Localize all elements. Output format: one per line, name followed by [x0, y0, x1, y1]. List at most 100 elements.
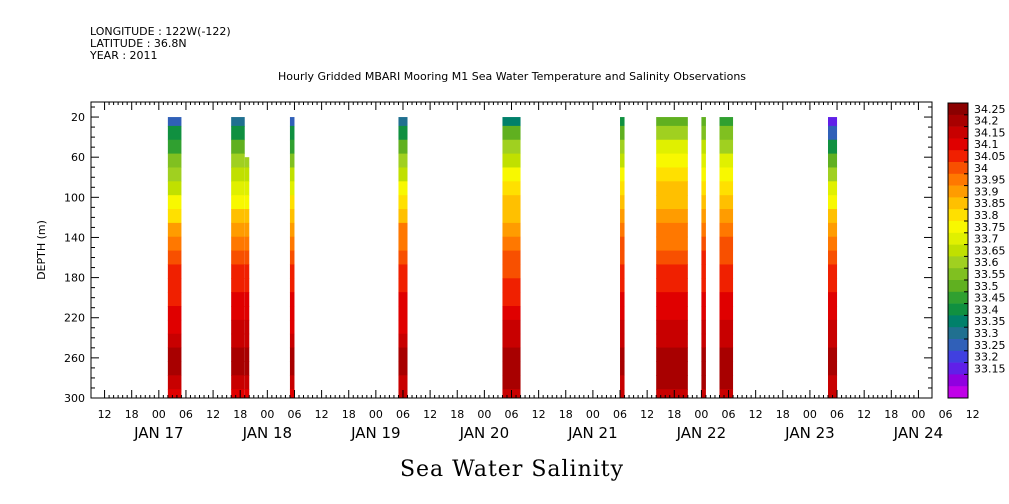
salinity-cell: [502, 347, 521, 362]
salinity-cell: [701, 125, 706, 141]
colorbar-swatch: [948, 126, 968, 139]
salinity-cell: [502, 375, 521, 390]
salinity-column: [656, 117, 688, 398]
x-tick-label: 18: [342, 408, 356, 421]
x-tick-label: 18: [559, 408, 573, 421]
salinity-cell: [231, 333, 245, 349]
latitude-label: LATITUDE : 36.8N: [90, 37, 187, 50]
x-tick-label: 12: [423, 408, 437, 421]
day-label: JAN 20: [459, 424, 510, 442]
salinity-cell: [701, 222, 706, 238]
salinity-cell: [289, 264, 295, 279]
colorbar-label: 33.4: [974, 303, 999, 316]
x-tick-label: 06: [179, 408, 193, 421]
salinity-cell: [719, 361, 734, 376]
colorbar-swatch: [948, 221, 968, 234]
x-tick-label: 00: [477, 408, 491, 421]
salinity-cell: [231, 139, 245, 155]
salinity-cell: [656, 264, 688, 279]
salinity-column: [167, 117, 182, 398]
salinity-cell: [289, 125, 295, 141]
salinity-cell: [620, 222, 625, 238]
salinity-cell: [701, 292, 706, 307]
salinity-cell: [502, 153, 521, 168]
x-tick-label: 12: [966, 408, 980, 421]
salinity-cell: [398, 236, 408, 252]
salinity-cell: [656, 167, 688, 182]
salinity-cell: [167, 117, 182, 127]
salinity-cell: [231, 167, 245, 182]
salinity-cell: [656, 375, 688, 390]
salinity-cell: [828, 306, 838, 321]
salinity-cell: [656, 222, 688, 238]
salinity-cell: [289, 167, 295, 182]
salinity-cell: [167, 264, 182, 279]
salinity-cell: [398, 264, 408, 279]
chart-title: Hourly Gridded MBARI Mooring M1 Sea Wate…: [278, 70, 746, 83]
salinity-cell: [167, 361, 182, 376]
salinity-cell: [828, 375, 838, 390]
salinity-cell: [398, 117, 408, 127]
salinity-cell: [828, 292, 838, 307]
salinity-cell: [398, 139, 408, 155]
salinity-cell: [656, 117, 688, 127]
salinity-cell: [719, 139, 734, 155]
salinity-cell: [828, 209, 838, 224]
salinity-cell: [244, 181, 250, 196]
salinity-cell: [502, 319, 521, 335]
salinity-column: [701, 117, 706, 398]
salinity-cell: [828, 167, 838, 182]
salinity-cell: [701, 278, 706, 293]
salinity-cell: [719, 117, 734, 127]
salinity-cell: [502, 292, 521, 307]
salinity-cell: [620, 361, 625, 376]
salinity-cell: [502, 361, 521, 376]
x-tick-label: 06: [287, 408, 301, 421]
colorbar-label: 34.25: [974, 103, 1006, 116]
salinity-cell: [620, 181, 625, 196]
x-tick-label: 12: [98, 408, 112, 421]
salinity-column: [828, 117, 838, 398]
colorbar-swatch: [948, 339, 968, 352]
salinity-cell: [502, 181, 521, 196]
salinity-cell: [701, 181, 706, 196]
salinity-cell: [719, 319, 734, 335]
salinity-cell: [828, 361, 838, 376]
x-tick-label: 00: [694, 408, 708, 421]
salinity-cell: [620, 278, 625, 293]
salinity-cell: [502, 117, 521, 127]
salinity-cell: [656, 389, 688, 398]
salinity-cell: [244, 361, 250, 376]
colorbar-swatch: [948, 232, 968, 245]
colorbar: 34.2534.234.1534.134.053433.9533.933.853…: [947, 102, 1006, 399]
salinity-cell: [620, 153, 625, 168]
salinity-column: [244, 157, 250, 398]
salinity-cell: [167, 236, 182, 252]
salinity-cell: [289, 250, 295, 265]
salinity-cell: [231, 361, 245, 376]
salinity-cell: [701, 209, 706, 224]
salinity-cell: [244, 264, 250, 279]
x-tick-label: 00: [803, 408, 817, 421]
colorbar-swatch: [948, 362, 968, 375]
x-tick-label: 00: [911, 408, 925, 421]
salinity-cell: [231, 375, 245, 390]
salinity-cell: [398, 181, 408, 196]
colorbar-swatch: [948, 162, 968, 175]
salinity-cell: [244, 375, 250, 390]
salinity-cell: [620, 389, 625, 398]
salinity-cell: [398, 222, 408, 238]
salinity-cell: [167, 250, 182, 265]
salinity-cell: [231, 347, 245, 362]
salinity-cell: [167, 209, 182, 224]
salinity-cell: [231, 195, 245, 210]
salinity-column: [502, 117, 521, 398]
salinity-cell: [701, 167, 706, 182]
y-tick-label: 180: [64, 272, 85, 285]
salinity-cell: [620, 333, 625, 349]
colorbar-label: 33.65: [974, 244, 1006, 257]
salinity-cell: [828, 195, 838, 210]
salinity-cell: [828, 125, 838, 141]
axes: 20 60 100 140 180 220 260 300 12 18 00 06 12 18 00 06 12…: [64, 102, 980, 442]
